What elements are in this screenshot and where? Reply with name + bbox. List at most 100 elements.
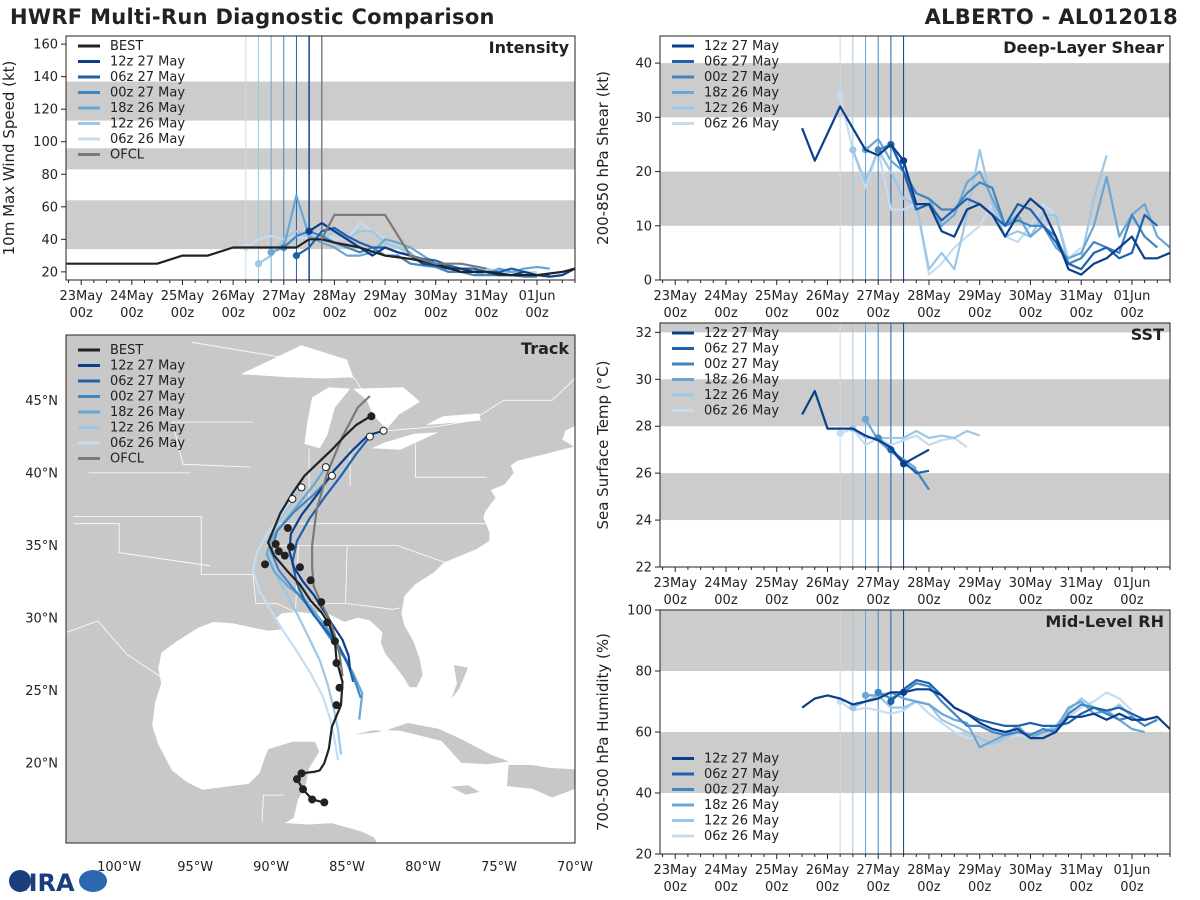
panel-rh: 20 40 60 80 100 23May 00z 24May 00z 25May 00z 26May…	[594, 604, 1171, 895]
plot-area	[660, 36, 1170, 280]
band-1	[660, 610, 1170, 671]
x-tick-label: 23May	[59, 289, 103, 304]
track-point-best	[271, 540, 280, 549]
x-tick-label: 24May	[704, 576, 748, 591]
legend-label-best: BEST	[110, 39, 143, 54]
x-tick-label: 00z	[1019, 306, 1043, 321]
y-tick-label: 40	[41, 233, 58, 248]
plot-frame	[65, 35, 576, 281]
lat-tick-label: 35°N	[25, 539, 58, 554]
y-tick-label: 40	[635, 787, 652, 802]
legend-label-r12z26: 12z 26 May	[110, 117, 185, 132]
series-point-r18z26	[861, 691, 870, 700]
y-tick-label: 160	[33, 38, 58, 53]
legend-label-r12z27: 12z 27 May	[704, 752, 779, 767]
lake-erie	[371, 432, 439, 450]
x-tick-label: 00z	[272, 306, 296, 321]
y-tick-label: 10	[635, 219, 652, 234]
x-tick-label: 00z	[664, 880, 688, 895]
x-tick-label: 25May	[755, 863, 799, 878]
figure-title: HWRF Multi-Run Diagnostic Comparison	[10, 5, 495, 29]
legend-label-r06z26: 06z 26 May	[110, 132, 185, 147]
series-point-r12z26	[254, 260, 263, 268]
lat-tick-label: 30°N	[25, 612, 58, 627]
x-tick-label: 01Jun	[1114, 289, 1151, 304]
x-tick-label: 00z	[424, 306, 448, 321]
legend-label-r06z26: 06z 26 May	[704, 404, 779, 419]
x-tick-label: 26May	[806, 863, 850, 878]
y-tick-label: 22	[635, 561, 652, 576]
y-tick-label: 120	[33, 103, 58, 118]
lon-tick-label: 75°W	[481, 860, 517, 875]
x-tick-label: 01Jun	[519, 289, 556, 304]
legend-label-r18z26: 18z 26 May	[110, 405, 185, 420]
panel-title: SST	[1131, 325, 1164, 344]
panel-title: Mid-Level RH	[1045, 612, 1164, 631]
land-cuba	[348, 722, 512, 766]
track-point-best	[280, 551, 289, 560]
track-line-r06z26	[251, 498, 340, 761]
x-tick-label: 00z	[475, 306, 499, 321]
panel-intensity: 20 40 60 80 100 120 140 160 23May 00z 24May 00z 25Ma…	[0, 35, 576, 321]
track-line-ofcl	[311, 395, 371, 677]
x-tick-label: 00z	[714, 306, 738, 321]
legend-label-r00z27: 00z 27 May	[704, 783, 779, 798]
series-point-r18z26	[267, 248, 275, 256]
logo-swirl-icon	[79, 870, 107, 892]
track-point-r18z26	[321, 463, 330, 472]
logo-globe-icon	[9, 870, 31, 892]
x-tick-label: 27May	[262, 289, 306, 304]
track-point-r12z27	[379, 426, 388, 435]
x-tick-label: 00z	[714, 880, 738, 895]
x-tick-label: 00z	[816, 593, 840, 608]
lon-tick-label: 90°W	[253, 860, 289, 875]
border-ia	[171, 421, 253, 468]
storm-title: ALBERTO - AL012018	[924, 5, 1178, 29]
series-point-r12z26	[849, 146, 857, 154]
legend-label-r00z27: 00z 27 May	[110, 390, 185, 405]
map-area	[66, 335, 575, 843]
band-1	[660, 63, 1170, 118]
x-tick-label: 29May	[958, 576, 1002, 591]
series-line-r00z27	[877, 143, 1159, 265]
x-tick-label: 00z	[525, 306, 549, 321]
legend-label-r06z27: 06z 27 May	[704, 767, 779, 782]
x-tick-label: 00z	[1070, 306, 1094, 321]
legend-label-ofcl: OFCL	[110, 148, 145, 163]
x-tick-label: 00z	[1070, 880, 1094, 895]
band-0	[660, 732, 1170, 793]
legend-label-r06z27: 06z 27 May	[110, 374, 185, 389]
x-tick-label: 25May	[755, 289, 799, 304]
x-tick-label: 27May	[856, 289, 900, 304]
series-point-r12z27	[899, 460, 908, 468]
land-jamaica	[447, 784, 482, 796]
lake-ontario	[426, 413, 481, 425]
x-tick-label: 31May	[1059, 863, 1103, 878]
series-line-r12z26	[852, 694, 1133, 746]
y-tick-label: 60	[41, 200, 58, 215]
track-point-best	[295, 563, 304, 572]
y-tick-label: 32	[635, 326, 652, 341]
x-tick-label: 31May	[1059, 576, 1103, 591]
x-tick-label: 28May	[907, 576, 951, 591]
series-line-r12z27	[308, 222, 575, 278]
x-tick-label: 00z	[664, 306, 688, 321]
border-ok	[73, 516, 202, 575]
x-tick-label: 00z	[765, 593, 789, 608]
lon-tick-label: 85°W	[329, 860, 365, 875]
legend-label-r12z26: 12z 26 May	[110, 421, 185, 436]
legend-label-best: BEST	[110, 343, 143, 358]
track-point-best	[274, 547, 283, 556]
y-tick-label: 60	[635, 726, 652, 741]
x-tick-label: 00z	[1120, 593, 1144, 608]
x-tick-label: 00z	[968, 593, 992, 608]
series-point-r06z27	[292, 252, 301, 260]
series-line-r12z27	[801, 389, 930, 465]
track-point-best	[335, 683, 344, 692]
track-point-best	[292, 775, 301, 784]
series-line-r12z26	[851, 148, 1108, 271]
legend-label-r12z27: 12z 27 May	[110, 55, 185, 70]
